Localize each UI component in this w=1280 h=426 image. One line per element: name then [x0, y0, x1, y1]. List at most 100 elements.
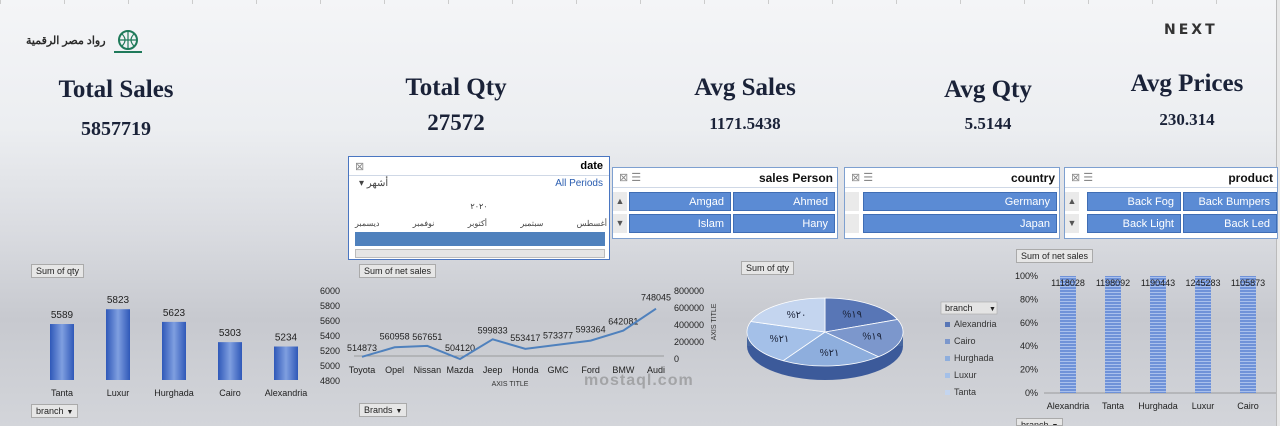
slicer-toolbar-icons[interactable]: ⊠ ☰ [619, 172, 642, 184]
date-timeline-bar[interactable] [355, 232, 605, 246]
kpi-avg-prices: Avg Prices 230.314 [1112, 70, 1262, 130]
slicer-item-back-bumpers[interactable]: Back Bumpers [1183, 192, 1277, 211]
slicer-title: product [1228, 170, 1273, 185]
x-tick-label: Honda [512, 365, 539, 375]
x-tick-label: Hurghada [154, 388, 194, 398]
sheet-gridlines [0, 0, 1280, 4]
pie-slice [750, 297, 826, 333]
y-tick-label: 600000 [674, 303, 704, 313]
scroll-down-icon[interactable] [845, 214, 859, 233]
pivot-field-brands[interactable]: Brands ▼ [359, 403, 408, 417]
kpi-total-qty: Total Qty 27572 [386, 74, 526, 136]
y-tick-label: 5000 [320, 361, 340, 371]
y-tick-label: 6000 [320, 286, 340, 296]
y-tick-label: 800000 [674, 286, 704, 296]
slicer-item-hany[interactable]: Hany [733, 214, 835, 233]
product-slicer: ⊠ ☰ product ▲ ▼ Back Fog Back Bumpers Bac… [1064, 167, 1278, 239]
slicer-toolbar-icons[interactable]: ⊠ ☰ [851, 172, 874, 184]
timeline-scrollbar[interactable] [355, 249, 605, 258]
next-logo: NEXT [1164, 22, 1218, 38]
month-label[interactable]: سبتمبر [520, 219, 544, 228]
data-label: 642081 [608, 317, 638, 327]
x-tick-label: Luxur [107, 388, 130, 398]
y-tick-label: 20% [1020, 365, 1038, 375]
data-label: 504120 [445, 343, 475, 353]
slicer-item-back-light[interactable]: Back Light [1087, 214, 1181, 233]
date-timeline-slicer[interactable]: ⊠ date ▾ أشهر All Periods ٢٠٢٠ ديسمبر نو… [348, 156, 610, 260]
month-label[interactable]: نوفمبر [412, 219, 435, 228]
slicer-item-ahmed[interactable]: Ahmed [733, 192, 835, 211]
kpi-value: 1171.5438 [709, 114, 781, 133]
slicer-item-back-led[interactable]: Back Led [1183, 214, 1277, 233]
date-slicer-title: date [580, 160, 603, 172]
pie-slice [824, 297, 899, 333]
x-axis-title: AXIS TITLE [492, 381, 529, 388]
dropdown-arrow-icon[interactable]: ▼ [395, 408, 403, 415]
watermark-url: mostaql.com [584, 372, 694, 389]
x-tick-label: Tanta [51, 388, 73, 398]
month-label[interactable]: أكتوبر [467, 219, 487, 228]
legend-entry: Tanta [954, 387, 976, 397]
bar [274, 346, 298, 380]
bar [1105, 276, 1121, 393]
legend-swatch [945, 339, 950, 344]
slicer-item-islam[interactable]: Islam [629, 214, 731, 233]
scroll-up-icon[interactable]: ▲ [613, 192, 627, 211]
data-label: 573377 [543, 331, 573, 341]
y-tick-label: 5600 [320, 316, 340, 326]
data-label: 748045 [641, 293, 671, 303]
legend-swatch [945, 390, 950, 395]
kpi-title: Total Qty [405, 74, 507, 101]
data-label: 5303 [219, 328, 242, 339]
data-label: %٢١ [770, 334, 790, 345]
pivot-field-bar2-net[interactable]: Sum of net sales [1016, 249, 1094, 263]
pivot-field-qty[interactable]: Sum of qty [31, 264, 85, 278]
pivot-field-net-sales[interactable]: Sum of net sales [359, 264, 437, 278]
x-tick-label: GMC [548, 365, 569, 375]
data-label: 599833 [478, 325, 508, 335]
slicer-item-japan[interactable]: Japan [863, 214, 1057, 233]
data-label: %١٩ [862, 332, 882, 343]
data-label: 1118028 [1051, 278, 1085, 288]
legend-entry: Luxur [954, 370, 977, 380]
dropdown-arrow-icon: ▼ [989, 306, 996, 313]
data-label: 567651 [412, 332, 442, 342]
scroll-down-icon[interactable]: ▼ [613, 214, 627, 233]
period-level-label: أشهر [366, 178, 389, 189]
scroll-up-icon[interactable] [845, 192, 859, 211]
data-label: 514873 [347, 343, 377, 353]
x-tick-label: Hurghada [1138, 401, 1178, 411]
data-label: 1190443 [1141, 278, 1175, 288]
slicer-item-back-fog[interactable]: Back Fog [1087, 192, 1181, 211]
x-tick-label: Ford [581, 365, 600, 375]
scroll-down-icon[interactable]: ▼ [1065, 214, 1079, 233]
x-tick-label: Jeep [483, 365, 503, 375]
slicer-item-amgad[interactable]: Amgad [629, 192, 731, 211]
dropdown-arrow-icon[interactable]: ▼ [66, 409, 74, 416]
sales-person-slicer: ⊠ ☰ sales Person ▲ ▼ Amgad Ahmed Islam Ha… [612, 167, 838, 239]
all-periods-link[interactable]: All Periods [555, 178, 603, 189]
pivot-field-branch[interactable]: branch ▼ [31, 404, 79, 418]
month-label[interactable]: ديسمبر [355, 219, 380, 228]
dropdown-arrow-icon[interactable]: ▼ [1052, 423, 1059, 425]
month-label[interactable]: أغسطس [576, 219, 607, 228]
x-tick-label: Cairo [219, 388, 241, 398]
legend-swatch [945, 356, 950, 361]
slicer-toolbar-icons[interactable]: ⊠ ☰ [1071, 172, 1094, 184]
period-level-dropdown[interactable]: ▾ أشهر [359, 178, 389, 189]
clear-filter-icon[interactable]: ⊠ [355, 161, 365, 173]
pivot-field-pie-qty[interactable]: Sum of qty [741, 261, 795, 275]
pivot-field-bar2-branch[interactable]: branch▼ [1016, 418, 1064, 426]
watermark: mostaql.com [584, 372, 694, 390]
data-label: %٢٠ [787, 310, 807, 321]
kpi-total-sales: Total Sales 5857719 [46, 76, 186, 141]
slicer-item-germany[interactable]: Germany [863, 192, 1057, 211]
kpi-value: 27572 [427, 110, 485, 135]
x-tick-label: Mazda [446, 365, 473, 375]
data-label: 5589 [51, 310, 74, 321]
series-line [361, 307, 657, 361]
bar [1060, 276, 1076, 393]
slicer-title: sales Person [758, 170, 833, 185]
bar [106, 309, 130, 380]
scroll-up-icon[interactable]: ▲ [1065, 192, 1079, 211]
